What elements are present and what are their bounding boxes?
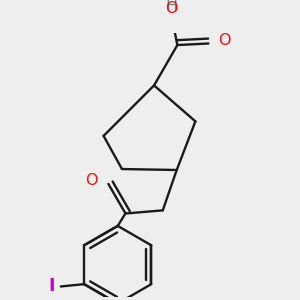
Text: I: I [48,277,55,295]
Text: O: O [85,173,98,188]
Text: O: O [218,33,231,48]
Text: O: O [165,1,177,16]
Text: H: H [166,0,178,14]
